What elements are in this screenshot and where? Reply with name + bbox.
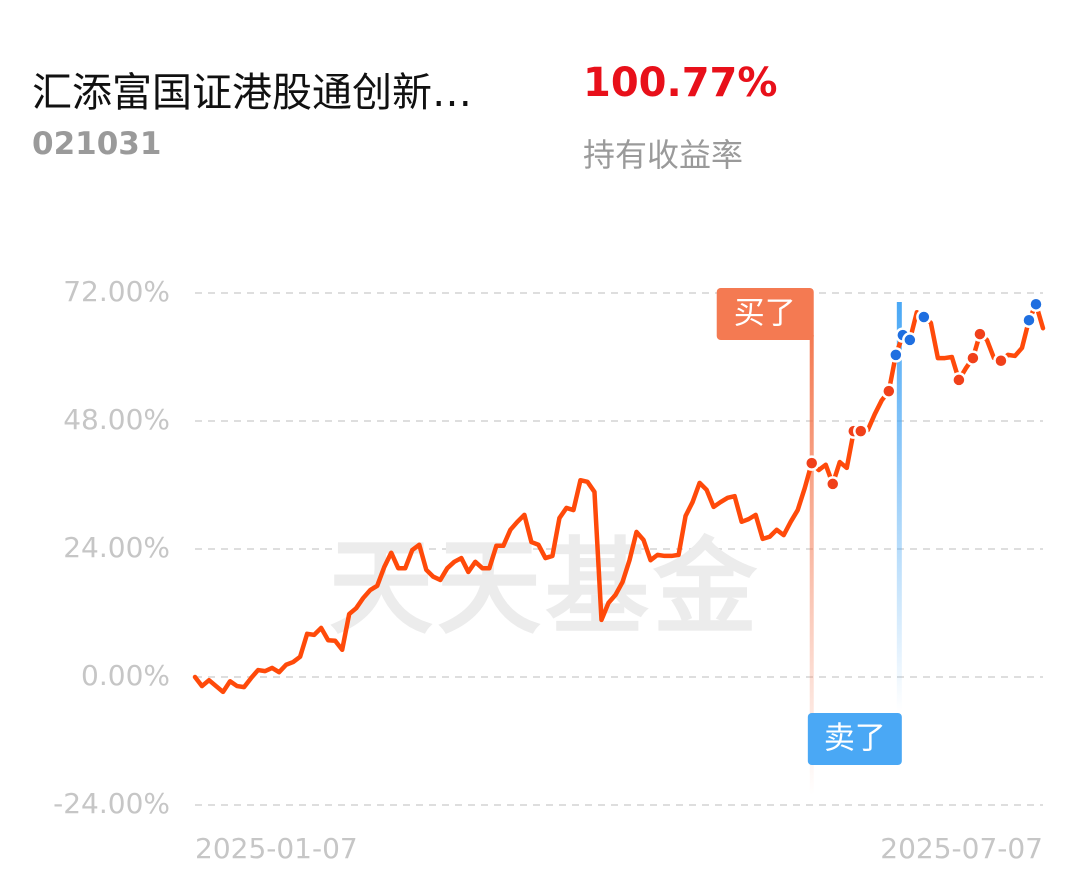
trade-marker <box>993 352 1009 369</box>
sell-annotation: 卖了 <box>824 721 886 757</box>
y-tick-label: 0.00% <box>81 659 170 692</box>
trade-marker <box>803 455 820 471</box>
buy-line <box>809 335 814 795</box>
trade-marker <box>881 383 897 399</box>
buy-annotation: 买了 <box>734 296 796 332</box>
trade-marker <box>825 476 841 492</box>
trade-marker <box>916 309 932 325</box>
trade-marker <box>888 347 904 363</box>
trade-marker <box>972 326 988 342</box>
sell-line <box>896 302 902 712</box>
y-tick-label: 24.00% <box>63 531 170 564</box>
y-tick-label: 48.00% <box>63 403 170 436</box>
trade-marker <box>1028 296 1044 312</box>
trade-marker <box>853 423 869 439</box>
trade-marker <box>902 332 918 348</box>
y-tick-label: -24.00% <box>53 787 170 820</box>
holding-return-label: 持有收益率 <box>583 136 744 174</box>
holding-return: 100.77% <box>583 60 778 106</box>
y-tick-label: 72.00% <box>63 275 170 308</box>
trade-marker <box>951 372 967 388</box>
watermark: 天天基金 <box>329 526 761 648</box>
trade-marker <box>1021 312 1037 328</box>
x-tick-label: 2025-07-07 <box>880 832 1043 865</box>
sell-annotation-box <box>807 713 902 765</box>
fund-code: 021031 <box>32 126 162 162</box>
trade-marker <box>965 350 981 366</box>
fund-title: 汇添富国证港股通创新… <box>32 70 472 116</box>
buy-annotation-box <box>716 288 814 340</box>
x-tick-label: 2025-01-07 <box>195 832 358 865</box>
